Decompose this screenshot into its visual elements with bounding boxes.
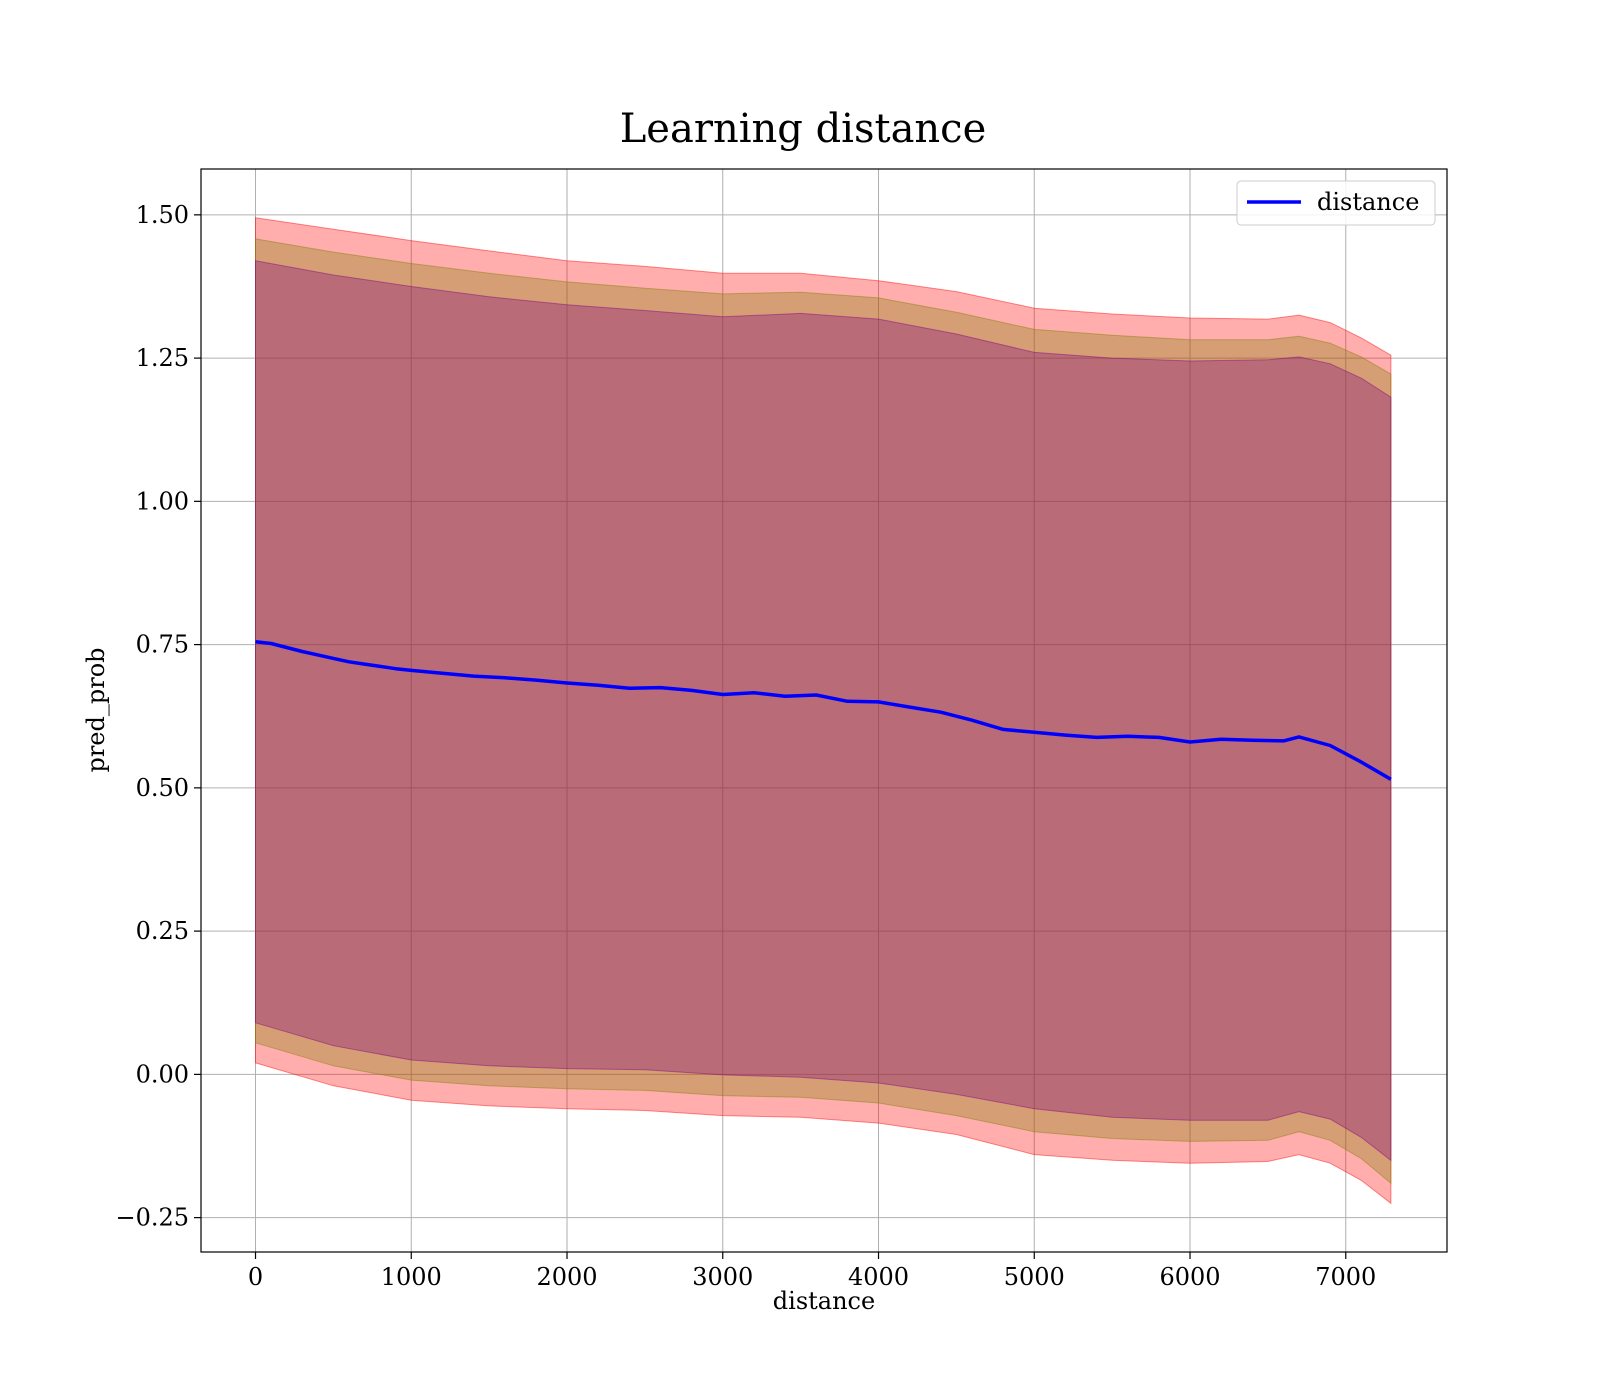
x-tick-label: 1000: [381, 1263, 442, 1291]
y-tick-label: 1.25: [136, 344, 189, 372]
x-tick-label: 5000: [1004, 1263, 1065, 1291]
y-tick-label: 0.00: [136, 1060, 189, 1088]
y-tick-label: −0.25: [115, 1204, 189, 1232]
y-tick-label: 1.50: [136, 201, 189, 229]
legend-box: [1236, 180, 1436, 226]
legend: distance: [1236, 180, 1436, 226]
x-tick-label: 6000: [1159, 1263, 1220, 1291]
confidence-band-1: [255, 238, 1392, 1185]
x-tick-label: 0: [248, 1263, 263, 1291]
x-tick-label: 2000: [536, 1263, 597, 1291]
series-line-distance: [255, 639, 1392, 781]
confidence-band-2: [255, 260, 1392, 1162]
y-axis-label: pred_prob: [82, 647, 110, 772]
y-tick-label: 1.00: [136, 487, 189, 515]
y-tick-label: 0.75: [136, 631, 189, 659]
x-tick-label: 4000: [848, 1263, 909, 1291]
y-tick-label: 0.25: [136, 917, 189, 945]
line-layer: [255, 639, 1392, 781]
band-layer: [255, 217, 1392, 1205]
plot-frame: [200, 168, 1448, 1253]
x-axis-label: distance: [773, 1287, 875, 1315]
legend-label-distance: distance: [1317, 188, 1419, 216]
y-tick-label: 0.50: [136, 774, 189, 802]
x-tick-label: 3000: [692, 1263, 753, 1291]
chart-title: Learning distance: [620, 106, 987, 152]
confidence-band-0: [255, 217, 1392, 1205]
tick-layer: 0 1000 2000 3000 4000 5000 6000 7000 −0.25 0.00 0.…: [115, 201, 1376, 1291]
x-tick-label: 7000: [1315, 1263, 1376, 1291]
grid-layer: [201, 169, 1447, 1252]
